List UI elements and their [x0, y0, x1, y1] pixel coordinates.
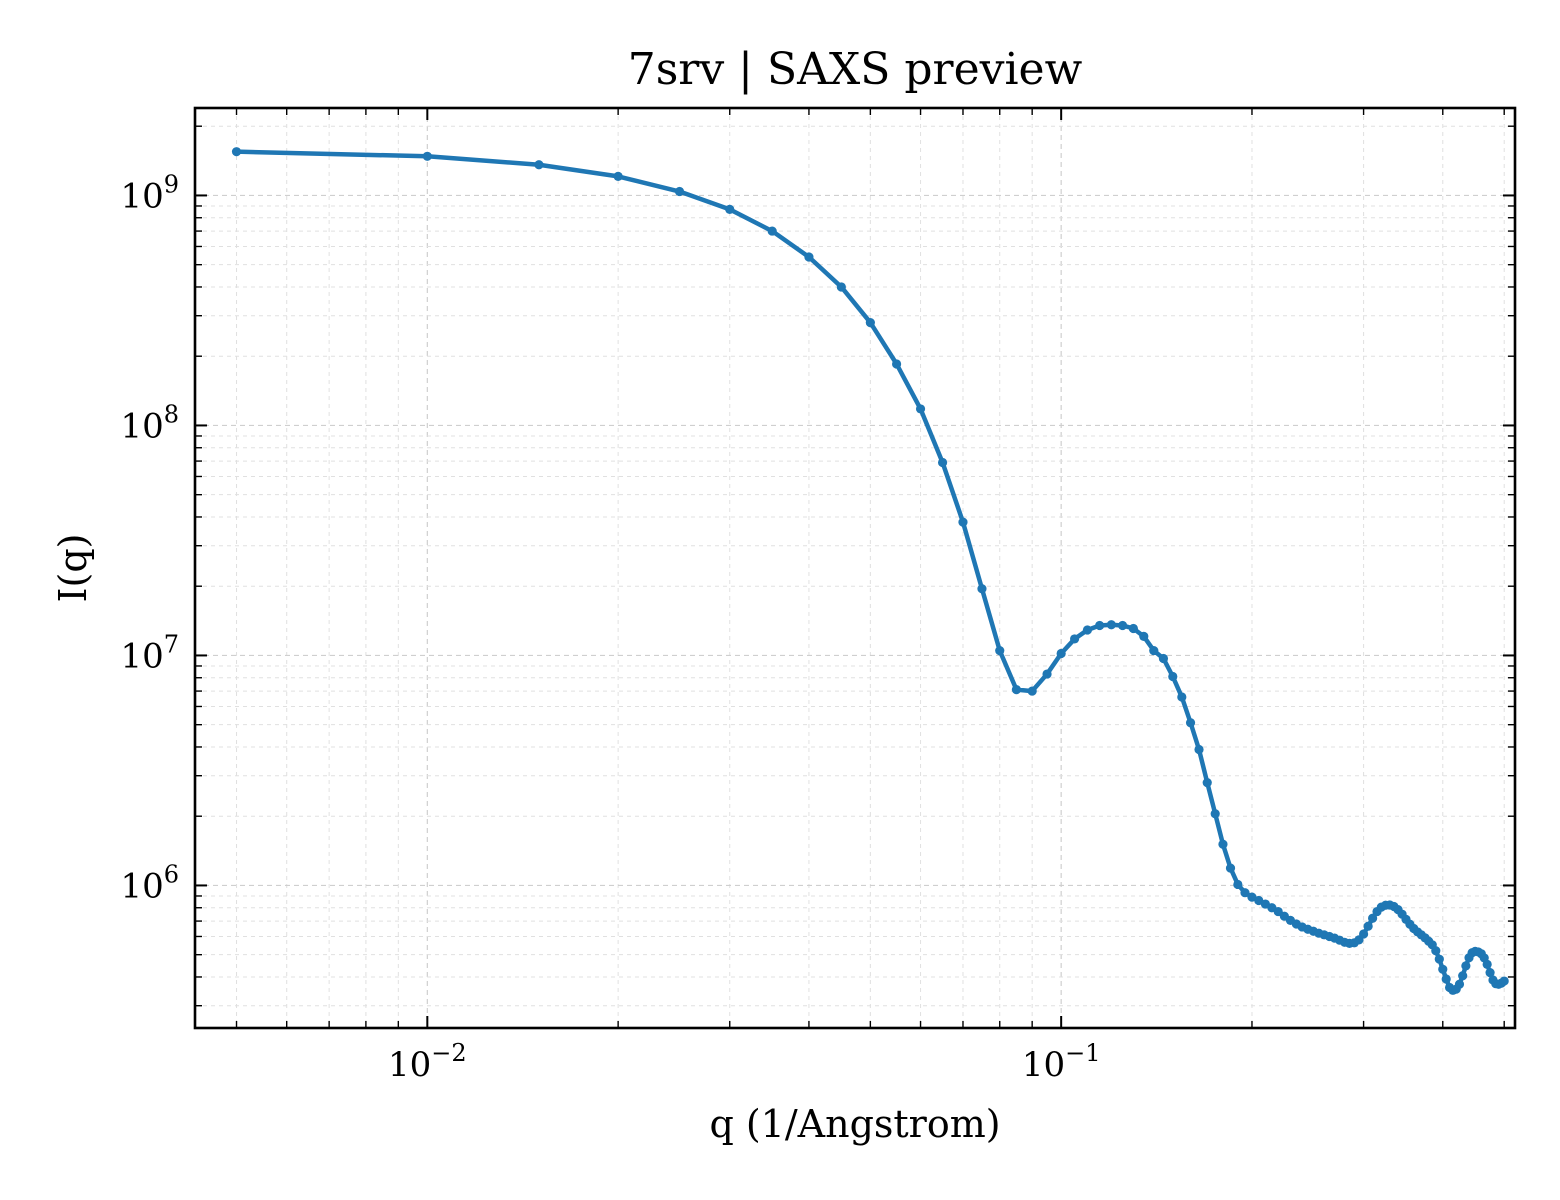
data-point	[1458, 971, 1468, 981]
data-point	[1454, 979, 1465, 989]
chart-title: 7srv | SAXS preview	[628, 44, 1083, 95]
data-point	[1218, 839, 1228, 849]
data-point	[1461, 961, 1471, 971]
series-layer	[231, 147, 1509, 995]
data-point	[1358, 929, 1369, 939]
data-point	[1363, 921, 1373, 931]
data-point	[1368, 913, 1378, 923]
data-point	[1438, 964, 1448, 974]
data-point	[1070, 634, 1080, 644]
data-point	[767, 226, 777, 236]
data-point	[1042, 669, 1052, 679]
data-point	[1128, 623, 1138, 634]
data-point	[1210, 809, 1220, 819]
data-point	[1441, 974, 1451, 984]
data-point	[1434, 954, 1444, 964]
data-point	[1168, 671, 1178, 682]
data-point	[958, 517, 968, 527]
data-point	[1082, 625, 1092, 635]
x-axis-label: q (1/Angstrom)	[709, 1102, 1000, 1146]
data-point	[995, 645, 1005, 656]
data-point	[725, 204, 735, 214]
data-point	[915, 404, 926, 414]
data-point	[1225, 863, 1236, 873]
data-point	[1056, 648, 1066, 659]
data-point	[1027, 686, 1037, 696]
data-point	[1233, 879, 1243, 890]
x-tick-label: 10−1	[1022, 1039, 1101, 1085]
data-point	[1011, 685, 1022, 695]
ticks	[195, 108, 1515, 1028]
data-point	[1499, 976, 1509, 986]
data-point	[1202, 778, 1212, 788]
data-point	[1240, 888, 1250, 898]
data-point	[1149, 645, 1159, 656]
y-tick-label: 107	[120, 630, 179, 676]
data-point	[1185, 718, 1196, 728]
data-point	[1139, 631, 1149, 642]
data-point	[977, 584, 987, 594]
data-point	[804, 252, 814, 262]
data-point	[534, 160, 544, 170]
data-point	[836, 282, 846, 292]
data-point	[1485, 967, 1495, 978]
data-point	[892, 359, 902, 369]
data-point	[1106, 620, 1116, 630]
data-point	[1095, 620, 1105, 631]
data-point	[1482, 959, 1492, 969]
data-point	[613, 171, 623, 182]
data-point	[1194, 744, 1204, 755]
y-tick-label: 109	[120, 170, 179, 216]
data-point	[1117, 620, 1128, 631]
data-point	[1431, 946, 1441, 956]
grid	[195, 108, 1515, 1028]
data-point	[674, 186, 685, 197]
data-point	[1158, 653, 1169, 664]
data-point	[422, 151, 432, 161]
y-tick-label: 106	[120, 860, 179, 906]
data-point	[231, 147, 242, 157]
data-point	[1177, 692, 1187, 702]
x-tick-label: 10−2	[388, 1039, 467, 1085]
data-point	[937, 457, 948, 468]
y-axis-label: I(q)	[51, 534, 95, 603]
data-point	[865, 318, 875, 328]
tick-labels: 10−2 10−1 106 107 108 109	[120, 170, 1100, 1085]
data-point	[1247, 892, 1257, 902]
y-tick-label: 108	[120, 400, 179, 446]
plot-frame	[193, 106, 1517, 1030]
